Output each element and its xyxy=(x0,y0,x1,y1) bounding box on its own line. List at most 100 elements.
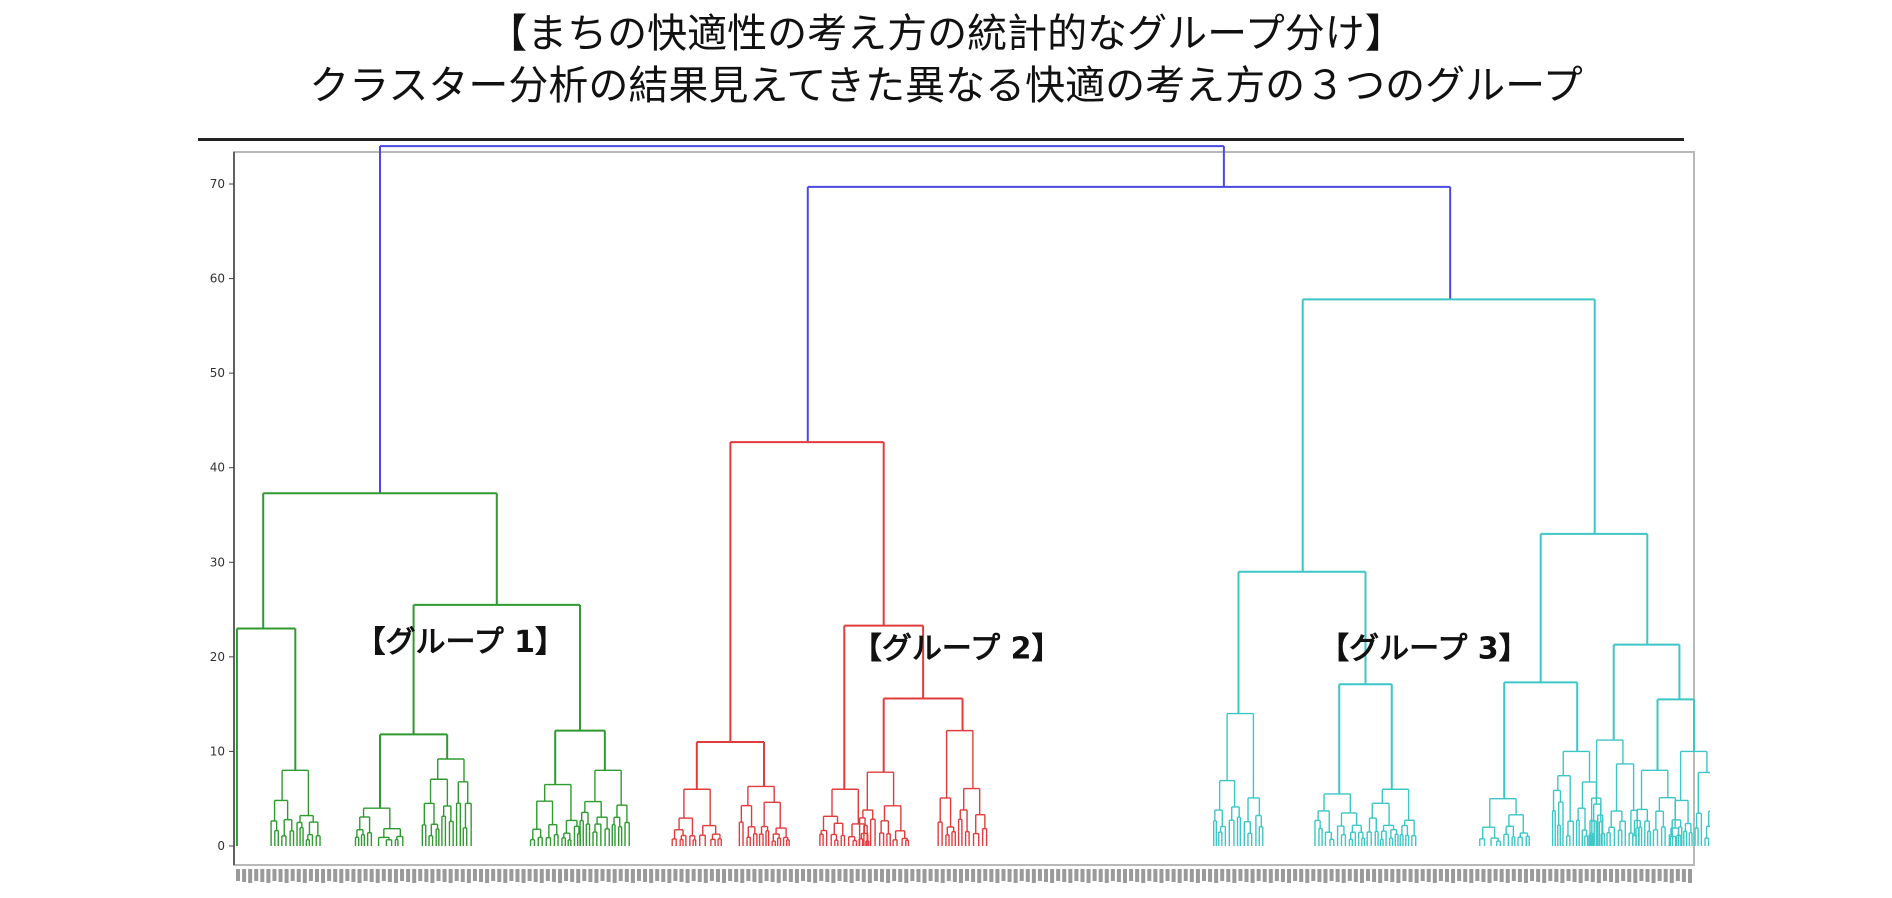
leaf-label xyxy=(1432,869,1437,883)
leaf-label xyxy=(472,869,477,881)
leaf-label xyxy=(600,869,605,881)
leaf-label xyxy=(746,869,751,881)
leaf-label xyxy=(363,869,368,881)
leaf-label xyxy=(904,869,909,883)
group-label-2: 【グループ 2】 xyxy=(852,632,1062,667)
leaf-label xyxy=(1475,869,1480,881)
leaf-label xyxy=(1056,869,1061,881)
leaf-label xyxy=(661,869,666,882)
leaf-label xyxy=(728,869,733,881)
leaf-label xyxy=(1414,869,1419,883)
leaf-label xyxy=(873,869,878,881)
leaf-label xyxy=(545,869,550,881)
leaf-label xyxy=(400,869,405,881)
leaf-label xyxy=(1335,869,1340,882)
leaf-label xyxy=(1238,869,1243,881)
leaf-label xyxy=(497,869,502,882)
leaf-label xyxy=(1548,869,1553,881)
leaf-label xyxy=(965,869,970,881)
leaf-label xyxy=(1244,869,1249,882)
leaf-label xyxy=(314,869,319,882)
leaf-label xyxy=(242,869,247,882)
leaf-label xyxy=(819,869,824,881)
leaf-label xyxy=(879,869,884,882)
leaf-label xyxy=(655,869,660,881)
leaf-label xyxy=(1560,869,1565,883)
leaf-label xyxy=(1481,869,1486,882)
leaf-label xyxy=(576,869,581,883)
leaf-label xyxy=(1141,869,1146,883)
leaf-label xyxy=(430,869,435,883)
leaf-label xyxy=(1523,869,1528,883)
leaf-label xyxy=(466,869,471,883)
leaf-label xyxy=(1402,869,1407,881)
leaf-label xyxy=(1621,869,1626,881)
leaf-label xyxy=(1104,869,1109,883)
leaf-label xyxy=(515,869,520,882)
leaf-label xyxy=(916,869,921,882)
leaf-label xyxy=(393,869,398,883)
leaf-label xyxy=(1098,869,1103,882)
leaf-label xyxy=(1590,869,1595,882)
leaf-label xyxy=(922,869,927,883)
leaf-label xyxy=(1287,869,1292,883)
leaf-label xyxy=(1341,869,1346,883)
leaf-label xyxy=(1092,869,1097,881)
leaf-label xyxy=(1457,869,1462,881)
leaf-label xyxy=(1025,869,1030,882)
leaf-label xyxy=(1110,869,1115,881)
leaf-label xyxy=(1372,869,1377,882)
leaf-label xyxy=(448,869,453,883)
leaf-label xyxy=(1536,869,1541,882)
leaf-label xyxy=(612,869,617,883)
leaf-label xyxy=(1068,869,1073,883)
leaf-label xyxy=(1444,869,1449,882)
leaf-label xyxy=(667,869,672,883)
y-tick-label: 30 xyxy=(210,555,225,569)
leaf-label xyxy=(254,869,259,881)
leaf-label xyxy=(1086,869,1091,883)
leaf-label xyxy=(387,869,392,882)
leaf-label xyxy=(588,869,593,882)
leaf-label xyxy=(442,869,447,882)
leaf-label xyxy=(1615,869,1620,883)
leaf-label xyxy=(503,869,508,883)
leaf-label xyxy=(1201,869,1206,881)
leaf-label xyxy=(1007,869,1012,882)
leaf-label xyxy=(272,869,277,881)
leaf-label xyxy=(1274,869,1279,881)
y-tick-label: 70 xyxy=(210,177,225,191)
leaf-label xyxy=(485,869,490,883)
leaf-label xyxy=(1572,869,1577,882)
leaf-label xyxy=(1250,869,1255,883)
leaf-label xyxy=(1062,869,1067,882)
y-tick-label: 40 xyxy=(210,461,225,475)
leaf-label xyxy=(1517,869,1522,882)
leaf-label xyxy=(1159,869,1164,883)
leaf-label xyxy=(1688,869,1692,883)
leaf-label xyxy=(1663,869,1668,882)
leaf-label xyxy=(782,869,787,881)
leaf-label xyxy=(551,869,556,882)
leaf-label xyxy=(946,869,951,881)
leaf-label xyxy=(1596,869,1601,883)
leaf-label xyxy=(770,869,775,882)
leaf-label xyxy=(1669,869,1674,883)
leaf-label xyxy=(454,869,459,881)
leaf-label xyxy=(1013,869,1018,883)
chart-title: 【まちの快適性の考え方の統計的なグループ分け】 クラスター分析の結果見えてきた異… xyxy=(0,0,1892,112)
leaf-label xyxy=(1657,869,1662,881)
leaf-label xyxy=(1584,869,1589,881)
leaf-label xyxy=(1347,869,1352,881)
leaf-label xyxy=(1463,869,1468,882)
leaf-label xyxy=(302,869,307,883)
leaf-label xyxy=(1050,869,1055,883)
leaf-label xyxy=(284,869,289,883)
leaf-label xyxy=(1627,869,1632,882)
leaf-label xyxy=(989,869,994,882)
leaf-label xyxy=(740,869,745,883)
leaf-label xyxy=(1177,869,1182,883)
leaf-label xyxy=(649,869,654,883)
leaf-label xyxy=(236,869,240,881)
leaf-label xyxy=(1390,869,1395,882)
